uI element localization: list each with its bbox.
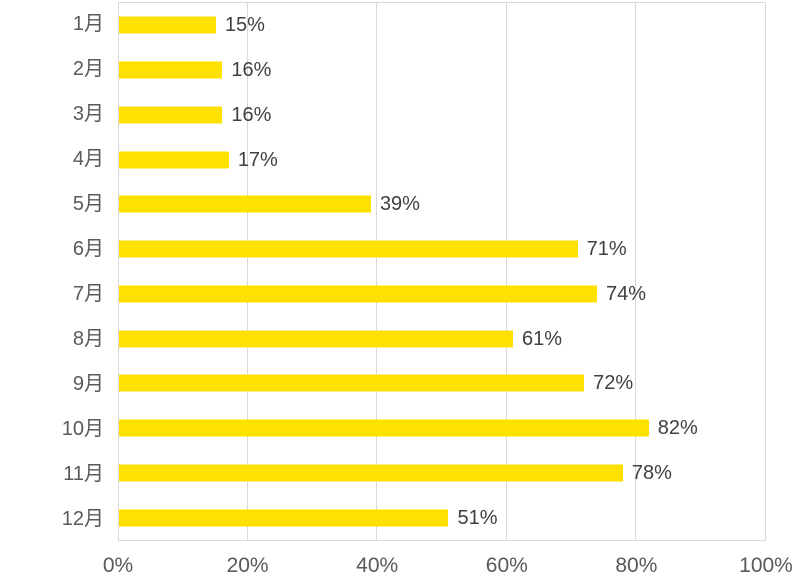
data-label: 82% — [657, 417, 698, 440]
category-label: 4月 — [72, 148, 104, 171]
bar — [119, 151, 229, 169]
data-label: 39% — [379, 193, 420, 216]
bar — [119, 419, 649, 437]
data-label: 16% — [231, 103, 272, 126]
x-tick-label: 0% — [102, 554, 134, 577]
bar — [119, 195, 371, 213]
bar — [119, 106, 223, 124]
data-label: 61% — [522, 327, 563, 350]
bar — [119, 330, 514, 348]
bar — [119, 509, 449, 527]
category-label: 7月 — [72, 282, 104, 305]
category-label: 12月 — [61, 507, 104, 530]
bar — [119, 285, 598, 303]
category-label: 9月 — [72, 372, 104, 395]
bar — [119, 374, 585, 392]
x-tick-label: 20% — [226, 554, 269, 577]
data-label: 15% — [224, 14, 265, 37]
category-label: 6月 — [72, 238, 104, 261]
category-label: 1月 — [72, 13, 104, 36]
data-label: 78% — [631, 461, 672, 484]
x-tick-label: 40% — [356, 554, 399, 577]
category-label: 3月 — [72, 103, 104, 126]
data-label: 72% — [593, 372, 634, 395]
x-tick-label: 80% — [615, 554, 658, 577]
category-label: 2月 — [72, 58, 104, 81]
bar — [119, 16, 216, 34]
bar — [119, 240, 578, 258]
category-label: 11月 — [63, 462, 104, 485]
data-label: 17% — [237, 148, 278, 171]
gridline — [505, 3, 507, 540]
plot-area: 15% 16% 16% 17% 39% 71% 74% 61% 72% 82% 78% 51% — [118, 2, 766, 541]
category-label: 10月 — [61, 417, 104, 440]
gridline — [247, 3, 249, 540]
gridline — [376, 3, 378, 540]
data-label: 71% — [586, 238, 627, 261]
x-axis-labels: 0% 20% 40% 60% 80% 100% — [103, 545, 793, 583]
data-label: 74% — [606, 282, 647, 305]
data-label: 16% — [231, 59, 272, 82]
bar — [119, 61, 223, 79]
data-label: 51% — [457, 506, 498, 529]
category-label: 5月 — [72, 193, 104, 216]
category-label: 8月 — [72, 327, 104, 350]
x-tick-label: 100% — [739, 554, 793, 577]
bar — [119, 464, 623, 482]
gridline — [634, 3, 636, 540]
y-axis-labels: 1月 2月 3月 4月 5月 6月 7月 8月 9月 10月 11月 12月 — [0, 2, 104, 541]
x-tick-label: 60% — [485, 554, 528, 577]
